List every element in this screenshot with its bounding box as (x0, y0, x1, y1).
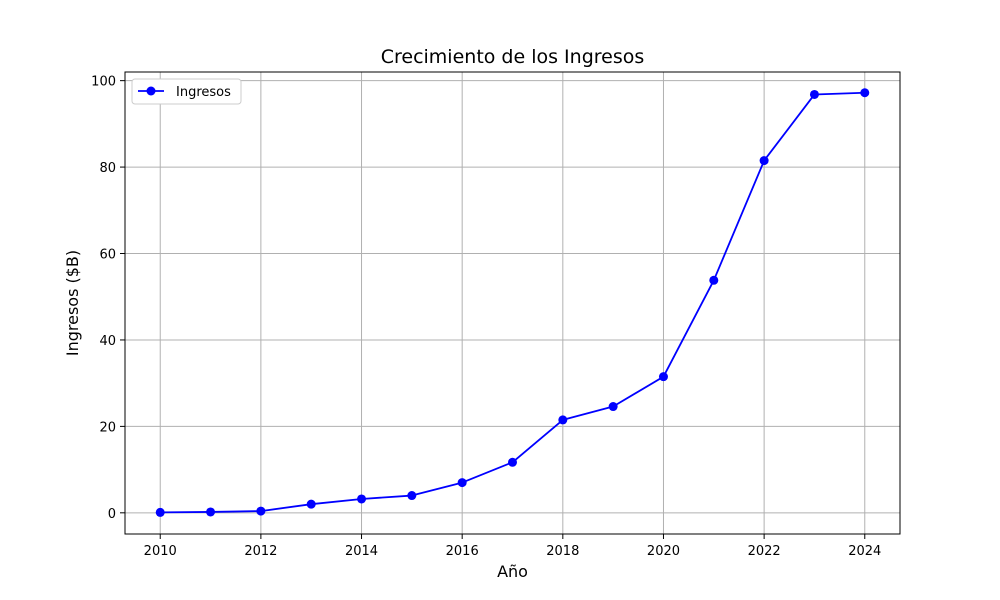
data-point (860, 88, 870, 98)
x-tick-label: 2016 (446, 544, 479, 559)
x-tick-label: 2024 (848, 544, 881, 559)
x-tick-label: 2022 (748, 544, 781, 559)
grid-lines (125, 72, 900, 534)
x-tick-label: 2014 (345, 544, 378, 559)
y-tick-label: 80 (99, 161, 116, 176)
data-point (709, 275, 719, 285)
data-point (809, 89, 819, 99)
data-point (508, 457, 517, 467)
data-point (357, 494, 367, 504)
x-tick-label: 2018 (546, 544, 579, 559)
data-point (658, 372, 668, 382)
x-axis-title: Año (497, 562, 528, 581)
data-point (155, 507, 165, 517)
data-point (457, 478, 467, 488)
y-tick-label: 100 (91, 75, 116, 90)
x-tick-label: 2010 (144, 544, 177, 559)
chart-title: Crecimiento de los Ingresos (381, 46, 645, 68)
y-tick-label: 40 (99, 334, 116, 349)
data-point (206, 507, 216, 517)
data-point (256, 506, 266, 516)
legend-marker (146, 86, 156, 96)
y-axis-title: Ingresos ($B) (63, 250, 82, 356)
y-tick-label: 0 (108, 507, 116, 522)
data-point (306, 499, 316, 509)
legend-box (131, 78, 242, 105)
axis-ticks: 2010 2012 2014 2016 2018 2020 2022 2024 0 20 40 60 8… (91, 75, 881, 559)
data-point (407, 491, 417, 501)
data-series (155, 88, 870, 517)
legend: Ingresos (131, 78, 242, 105)
data-point (608, 402, 618, 412)
plot-area-frame (124, 71, 901, 535)
x-tick-label: 2020 (647, 544, 680, 559)
data-point (759, 156, 769, 166)
y-tick-label: 60 (99, 248, 116, 263)
legend-label: Ingresos (176, 85, 231, 100)
data-point (558, 415, 568, 425)
x-tick-label: 2012 (244, 544, 277, 559)
y-tick-label: 20 (99, 420, 116, 435)
